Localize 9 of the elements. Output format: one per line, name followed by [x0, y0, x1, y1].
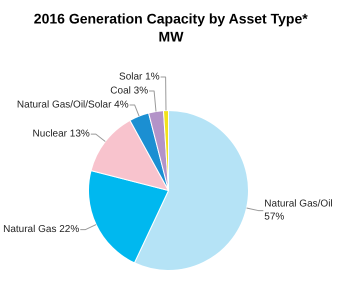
slice-label: Coal 3% — [110, 85, 148, 96]
chart-title: 2016 Generation Capacity by Asset Type* — [34, 10, 308, 26]
slice-label: Solar 1% — [119, 71, 160, 82]
slice-label: Natural Gas/Oil/Solar 4% — [16, 99, 129, 110]
slice-label: Nuclear 13% — [32, 128, 90, 140]
slice-label: Natural Gas 22% — [3, 224, 80, 236]
slice-label: Natural Gas/Oil — [264, 198, 333, 210]
chart-subtitle: MW — [158, 28, 184, 44]
data-label: 57% — [264, 212, 284, 223]
